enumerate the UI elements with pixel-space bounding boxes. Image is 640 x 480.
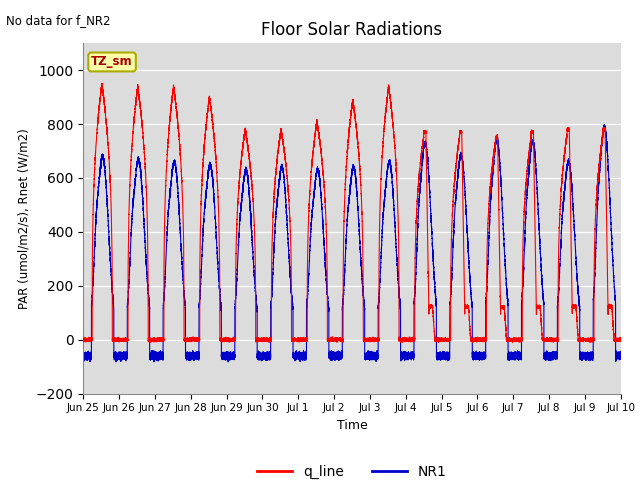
Title: Floor Solar Radiations: Floor Solar Radiations [261,21,443,39]
Legend: q_line, NR1: q_line, NR1 [252,459,452,480]
Y-axis label: PAR (umol/m2/s), Rnet (W/m2): PAR (umol/m2/s), Rnet (W/m2) [17,128,30,309]
X-axis label: Time: Time [337,419,367,432]
Text: TZ_sm: TZ_sm [92,56,133,69]
Text: No data for f_NR2: No data for f_NR2 [6,14,111,27]
